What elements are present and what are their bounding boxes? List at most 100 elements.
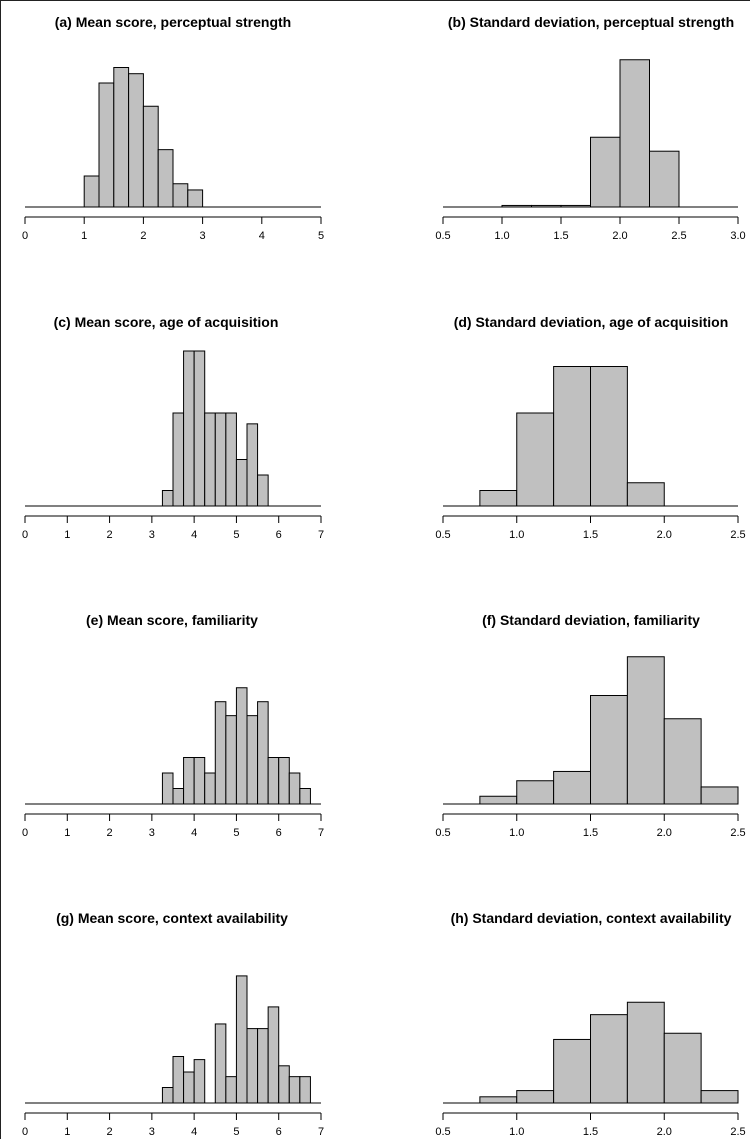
histogram-bar (204, 772, 216, 805)
histogram-bar (204, 412, 216, 507)
histogram-bar (516, 780, 555, 805)
histogram-bar (590, 136, 621, 208)
histogram-bar (267, 757, 280, 805)
x-tick-label: 6 (276, 529, 282, 541)
histogram-bar (214, 412, 227, 507)
histogram-bar (663, 718, 702, 805)
panel-c: (c) Mean score, age of acquisition 0 1 2 3 4 5… (22, 314, 324, 541)
x-tick-label: 1.5 (583, 827, 598, 839)
histogram-bar (278, 1065, 290, 1104)
x-tick-label: 0 (22, 230, 28, 242)
x-tick-label: 7 (318, 529, 324, 541)
histogram-bar (700, 1090, 739, 1104)
x-tick-label: 2.0 (657, 1126, 672, 1138)
x-tick-label: 0.5 (435, 1126, 450, 1138)
histogram-bar (193, 757, 206, 805)
panel-f: (f) Standard deviation, familiarity 0.5 1.… (435, 612, 745, 839)
x-tick-label: 2.0 (657, 827, 672, 839)
histogram-bar (161, 772, 174, 805)
histogram-bar (161, 1087, 174, 1104)
x-tick-label: 0 (22, 1126, 28, 1138)
histogram-bar (246, 715, 259, 805)
histogram-bar (183, 350, 195, 507)
histogram-bar (299, 788, 311, 805)
x-tick-label: 3 (149, 1126, 155, 1138)
x-tick-label: 5 (233, 1126, 239, 1138)
x-tick-label: 2.5 (730, 1126, 745, 1138)
x-tick-label: 1.0 (494, 230, 509, 242)
panel-a: (a) Mean score, perceptual strength 0 1 2 3 4… (22, 14, 324, 242)
panel-title: (e) Mean score, familiarity (86, 612, 258, 628)
histogram-bar (299, 1076, 311, 1104)
x-tick-label: 6 (276, 827, 282, 839)
histogram-bar (128, 73, 144, 208)
histogram-bar (83, 175, 100, 208)
histogram-bar (288, 1076, 301, 1104)
histogram-bar (225, 715, 237, 805)
x-tick-label: 0 (22, 827, 28, 839)
x-tick-label: 1 (81, 230, 87, 242)
histogram-bar (183, 1071, 195, 1104)
panel-b: (b) Standard deviation, perceptual stren… (435, 14, 745, 242)
histogram-bar (626, 656, 665, 805)
x-tick-label: 0.5 (435, 529, 450, 541)
histogram-bar (288, 772, 301, 805)
panel-title: (a) Mean score, perceptual strength (55, 14, 292, 30)
x-tick-label: 1.0 (509, 529, 524, 541)
histogram-bar (193, 1059, 206, 1104)
x-tick-label: 1 (64, 529, 70, 541)
panel-title: (g) Mean score, context availability (56, 910, 288, 926)
histogram-bar (172, 412, 185, 507)
histogram-bar (479, 490, 518, 507)
x-tick-label: 4 (259, 230, 265, 242)
x-tick-label: 2 (107, 529, 113, 541)
x-tick-label: 2 (107, 827, 113, 839)
histogram-bar (214, 1023, 227, 1104)
histogram-bar (479, 1096, 518, 1104)
histogram-bar (214, 701, 227, 805)
x-tick-label: 2.5 (730, 827, 745, 839)
panel-title: (d) Standard deviation, age of acquisiti… (454, 314, 729, 330)
x-tick-label: 6 (276, 1126, 282, 1138)
histogram-bar (193, 350, 206, 507)
x-tick-label: 2.0 (612, 230, 627, 242)
panel-title: (c) Mean score, age of acquisition (54, 314, 279, 330)
x-tick-label: 1.5 (583, 1126, 598, 1138)
histogram-bar (157, 149, 174, 208)
x-tick-label: 3 (149, 827, 155, 839)
x-tick-label: 1.5 (583, 529, 598, 541)
histogram-bar (225, 1076, 237, 1104)
x-tick-label: 1 (64, 827, 70, 839)
x-tick-label: 5 (318, 230, 324, 242)
histogram-bar (619, 59, 650, 208)
x-tick-label: 5 (233, 827, 239, 839)
x-tick-label: 1.0 (509, 827, 524, 839)
histogram-bar (700, 786, 739, 805)
histogram-bar (235, 975, 248, 1104)
x-tick-label: 5 (233, 529, 239, 541)
panel-title: (h) Standard deviation, context availabi… (451, 910, 732, 926)
x-tick-label: 2.5 (730, 529, 745, 541)
histogram-bar (257, 474, 269, 507)
histogram-bar (142, 105, 159, 208)
x-tick-label: 0.5 (435, 827, 450, 839)
histogram-bar (187, 189, 204, 208)
histogram-bar (246, 423, 259, 507)
histogram-bar (649, 150, 680, 208)
histogram-bar (590, 366, 628, 507)
x-tick-label: 4 (191, 827, 197, 839)
x-tick-label: 4 (191, 529, 197, 541)
histogram-bar (553, 770, 591, 805)
histogram-bar (626, 1001, 665, 1104)
histogram-bar (257, 1028, 269, 1104)
histogram-bar (626, 482, 665, 507)
x-tick-label: 2 (107, 1126, 113, 1138)
x-tick-label: 1.0 (509, 1126, 524, 1138)
histogram-bar (590, 695, 628, 805)
histogram-bar (479, 795, 518, 805)
histogram-bar (267, 1006, 280, 1104)
panel-d: (d) Standard deviation, age of acquisiti… (435, 314, 745, 541)
histogram-bar (516, 1090, 555, 1104)
x-tick-label: 2.5 (671, 230, 686, 242)
